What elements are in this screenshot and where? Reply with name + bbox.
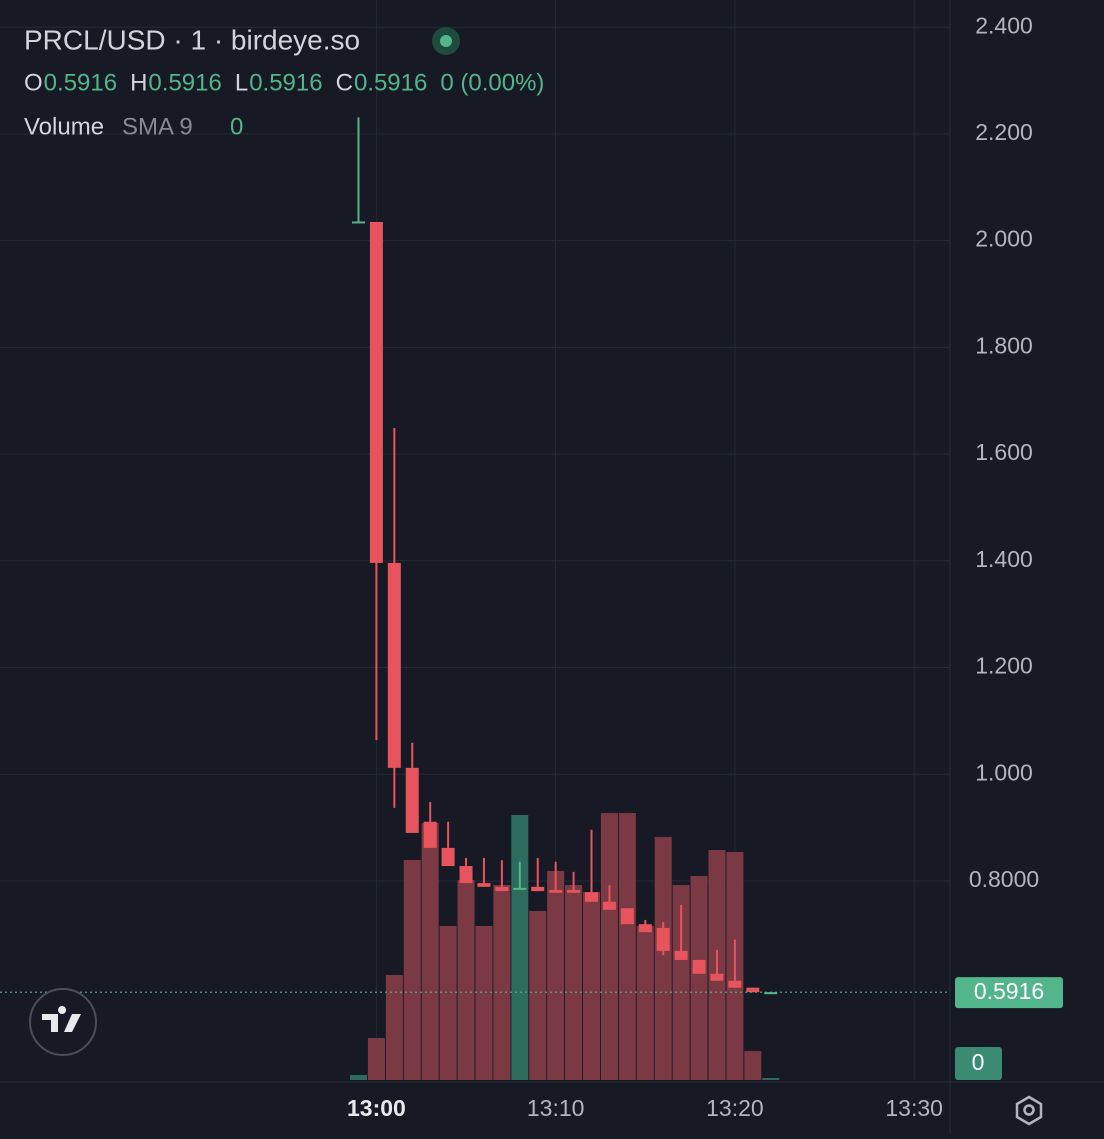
y-tick-label: 1.800 — [975, 332, 1033, 358]
candle-body — [638, 924, 652, 933]
last-price-box — [955, 977, 1063, 1009]
marks — [0, 117, 950, 1080]
y-tick-label: 2.400 — [975, 12, 1033, 38]
x-tick-label: 13:20 — [706, 1095, 764, 1121]
volume-indicator-value: 0 — [230, 113, 243, 140]
ohlc-value: 0.5916 — [354, 69, 427, 96]
ohlc-value: 0.5916 — [249, 69, 322, 96]
y-tick-label: 0.8000 — [969, 866, 1039, 892]
volume-bar — [672, 885, 690, 1080]
volume-bar — [762, 1078, 780, 1080]
volume-bar — [636, 926, 654, 1080]
candle-body — [441, 847, 455, 867]
volume-bar — [475, 926, 493, 1080]
candle-body — [764, 992, 778, 995]
candle-body — [728, 980, 742, 988]
candle-body — [620, 908, 634, 925]
ohlc-value: 0.5916 — [148, 69, 221, 96]
candle-body — [531, 886, 545, 892]
tradingview-logo — [29, 988, 97, 1056]
ohlc-value: 0.5916 — [44, 69, 117, 96]
volume-indicator: SMA 9 — [122, 113, 193, 140]
candle-body — [387, 562, 401, 768]
ohlc-key: H — [130, 69, 147, 96]
x-tick-label: 13:30 — [885, 1095, 943, 1121]
labels: 2.400 2.200 2.000 1.800 1.600 1.400 1.200 1.000… — [347, 12, 1063, 1121]
volume-bar — [744, 1051, 762, 1080]
candle-body — [369, 221, 383, 563]
volume-bar — [565, 885, 583, 1080]
candle-body — [495, 886, 509, 892]
volume-bar — [385, 975, 403, 1080]
last-volume-box — [955, 1047, 1002, 1080]
y-tick-label: 2.200 — [975, 119, 1033, 145]
candle-body — [602, 901, 616, 910]
volume-bar — [654, 837, 672, 1080]
settings-icon[interactable] — [1015, 1095, 1043, 1126]
candle-body — [567, 890, 581, 893]
candle-body — [674, 950, 688, 960]
volume-bar — [511, 815, 529, 1080]
volume-bar — [600, 813, 618, 1080]
volume-bar — [690, 876, 708, 1080]
candle-body — [746, 987, 760, 993]
y-tick-label: 1.000 — [975, 759, 1033, 785]
y-tick-label: 1.200 — [975, 653, 1033, 679]
candle-body — [656, 927, 670, 951]
volume-bar — [493, 885, 511, 1080]
last-volume-label: 0 — [972, 1049, 985, 1075]
candle-body — [692, 959, 706, 974]
x-tick-label: 13:10 — [527, 1095, 585, 1121]
candle-body — [585, 892, 599, 902]
volume-bar — [367, 1038, 385, 1080]
candle-body — [423, 821, 437, 848]
candle-body — [459, 866, 473, 884]
candle-body — [477, 883, 491, 887]
volume-bar — [421, 823, 439, 1080]
volume-bar — [349, 1075, 367, 1080]
ohlc-change: 0 (0.00%) — [440, 69, 544, 96]
ohlc-legend: O 0.5916 H 0.5916 L 0.5916 C 0.5916 0 (0.00%) — [24, 69, 544, 96]
volume-bar — [529, 911, 547, 1080]
y-tick-label: 1.600 — [975, 439, 1033, 465]
candle-body — [549, 890, 563, 893]
x-tick-label: 13:00 — [347, 1095, 406, 1121]
volume-bar — [439, 926, 457, 1080]
ohlc-key: C — [336, 69, 353, 96]
ohlc-key: O — [24, 69, 43, 96]
candle-body — [513, 887, 527, 890]
last-price-label: 0.5916 — [974, 978, 1044, 1004]
y-tick-label: 2.000 — [975, 226, 1033, 252]
volume-label: Volume — [24, 113, 104, 140]
candle-body — [710, 973, 724, 981]
y-tick-label: 1.400 — [975, 546, 1033, 572]
volume-bar — [618, 813, 636, 1080]
volume-bar — [403, 860, 421, 1080]
status-dot — [440, 35, 452, 47]
candle-body — [351, 221, 365, 224]
volume-bar — [583, 892, 601, 1080]
chart-title: PRCL/USD · 1 · birdeye.so — [24, 24, 360, 55]
volume-bar — [547, 871, 565, 1080]
ohlc-key: L — [235, 69, 248, 96]
candle-body — [405, 767, 419, 833]
volume-bar — [457, 880, 475, 1080]
